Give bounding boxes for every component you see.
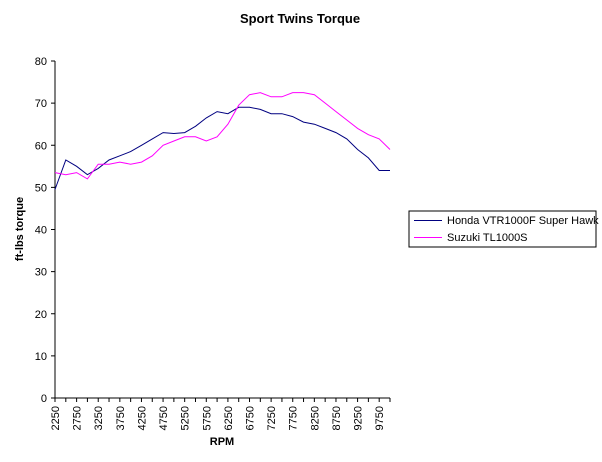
y-tick-label: 10 (35, 351, 47, 363)
x-tick-label: 2750 (72, 406, 84, 430)
y-tick-label: 20 (35, 309, 47, 321)
x-tick-label: 4250 (136, 406, 148, 430)
legend: Honda VTR1000F Super Hawk Suzuki TL1000S (408, 210, 599, 248)
x-axis-title: RPM (210, 436, 234, 448)
chart-title: Sport Twins Torque (240, 11, 360, 26)
x-tick-label: 8250 (309, 406, 321, 430)
series-line-suzuki (54, 92, 391, 180)
y-tick-label: 0 (41, 393, 47, 405)
x-tick-label: 6750 (245, 406, 257, 430)
y-tick-label: 70 (35, 98, 47, 110)
x-tick-label: 6250 (223, 406, 235, 430)
x-tick-label: 7250 (266, 406, 278, 430)
y-tick-label: 30 (35, 267, 47, 279)
x-tick-label: 2250 (50, 406, 62, 430)
x-tick-label: 5750 (201, 406, 213, 430)
legend-box (408, 210, 597, 248)
x-tick-label: 3250 (93, 406, 105, 430)
series-line-honda (54, 106, 390, 190)
legend-label-honda: Honda VTR1000F Super Hawk (447, 215, 599, 227)
legend-label-suzuki: Suzuki TL1000S (447, 232, 528, 244)
x-tick-label: 7750 (288, 406, 300, 430)
y-tick-label: 50 (35, 182, 47, 194)
plot-area: 0 10 20 30 40 50 60 70 80 2250 2750 3250 3750 4250 475… (35, 56, 391, 430)
x-tick-label: 8750 (331, 406, 343, 430)
x-tick-label: 9750 (374, 406, 386, 430)
y-axis-title: ft-lbs torque (14, 197, 26, 261)
x-tick-label: 3750 (115, 406, 127, 430)
y-tick-label: 40 (35, 225, 47, 237)
y-tick-label: 60 (35, 140, 47, 152)
x-tick-label: 9250 (353, 406, 365, 430)
x-tick-label: 5250 (180, 406, 192, 430)
y-tick-label: 80 (35, 56, 47, 68)
x-tick-label: 4750 (158, 406, 170, 430)
